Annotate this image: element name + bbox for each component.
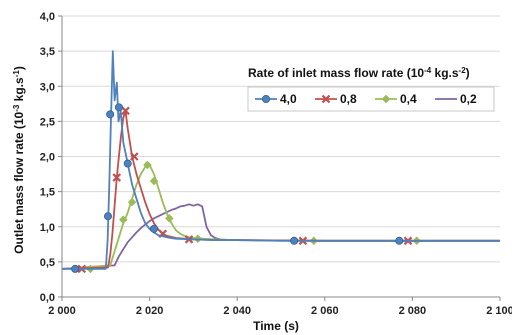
y-tick-label: 1,5 [40, 187, 55, 199]
legend-items: 4,0 0,8 0,4 0,2 [255, 92, 477, 106]
data-point-4-0 [149, 224, 158, 233]
x-marker-stroke [129, 152, 139, 161]
data-point-0-4 [143, 160, 152, 170]
x-marker-stroke [112, 173, 122, 182]
legend-marker-4-0 [261, 95, 270, 104]
series-line-4-0 [62, 50, 500, 270]
data-point-4-0 [114, 103, 123, 112]
superscript: -4 [424, 66, 432, 75]
data-point-4-0 [71, 264, 80, 273]
superscript: -3 [12, 104, 21, 112]
data-point-0-4 [127, 197, 137, 207]
x-tick-label: 2 100 [486, 305, 512, 317]
legend-marker-0-4 [381, 94, 391, 104]
x-tick-labels: 2 000 2 020 2 040 2 060 2 080 2 100 [48, 305, 512, 317]
label-part: kg.s [431, 66, 459, 80]
label-part: ) [466, 66, 470, 80]
label-part: Outlet mass flow rate (10 [12, 111, 26, 253]
label-part: Rate of inlet mass flow rate (10 [248, 66, 424, 80]
x-marker-stroke [121, 106, 130, 116]
data-point-4-0 [123, 159, 132, 168]
superscript: -2 [459, 66, 467, 75]
y-tick-label: 3,5 [40, 46, 55, 58]
legend-title: Rate of inlet mass flow rate (10-4 kg.s-… [248, 66, 470, 81]
data-point-0-4 [149, 176, 159, 186]
legend-label-0-4: 0,4 [400, 92, 417, 106]
label-part: ) [12, 66, 26, 70]
y-tick-label: 2,5 [40, 116, 55, 128]
y-tick-label: 0,5 [40, 257, 55, 269]
data-point-0-8 [129, 152, 139, 161]
data-point-4-0 [103, 212, 112, 221]
legend-label-0-2: 0,2 [460, 92, 477, 106]
label-part: kg.s [12, 77, 26, 105]
axes [61, 16, 501, 301]
legend-label-4-0: 4,0 [280, 92, 297, 106]
x-tick-label: 2 080 [399, 305, 427, 317]
data-point-4-0 [290, 236, 299, 245]
series-line-0-2 [61, 203, 500, 270]
legend-label-0-8: 0,8 [340, 92, 357, 106]
superscript: -1 [12, 70, 21, 78]
y-tick-label: 0,0 [40, 292, 55, 304]
y-tick-label: 2,0 [40, 152, 55, 164]
data-point-0-8 [112, 173, 122, 182]
series-group [61, 50, 500, 274]
data-point-4-0 [395, 236, 404, 245]
legend-marker-0-8 [321, 94, 331, 104]
x-axis-label: Time (s) [253, 319, 299, 333]
legend: Rate of inlet mass flow rate (10-4 kg.s-… [247, 66, 495, 112]
y-tick-label: 3,0 [40, 81, 55, 93]
data-point-0-4 [164, 213, 174, 223]
x-tick-label: 2 060 [311, 305, 339, 317]
x-marker-stroke [321, 94, 331, 104]
y-tick-label: 4,0 [40, 11, 55, 23]
y-tick-labels: 0,0 0,5 1,0 1,5 2,0 2,5 3,0 3,5 4,0 [40, 11, 55, 304]
data-point-4-0 [106, 110, 115, 119]
data-point-0-4 [118, 215, 128, 225]
x-tick-label: 2 020 [136, 305, 164, 317]
y-axis-label: Outlet mass flow rate (10-3 kg.s-1) [12, 66, 27, 254]
x-tick-label: 2 000 [48, 305, 76, 317]
data-point-0-8 [121, 106, 130, 116]
y-tick-label: 1,0 [40, 222, 55, 234]
x-tick-label: 2 040 [223, 305, 251, 317]
